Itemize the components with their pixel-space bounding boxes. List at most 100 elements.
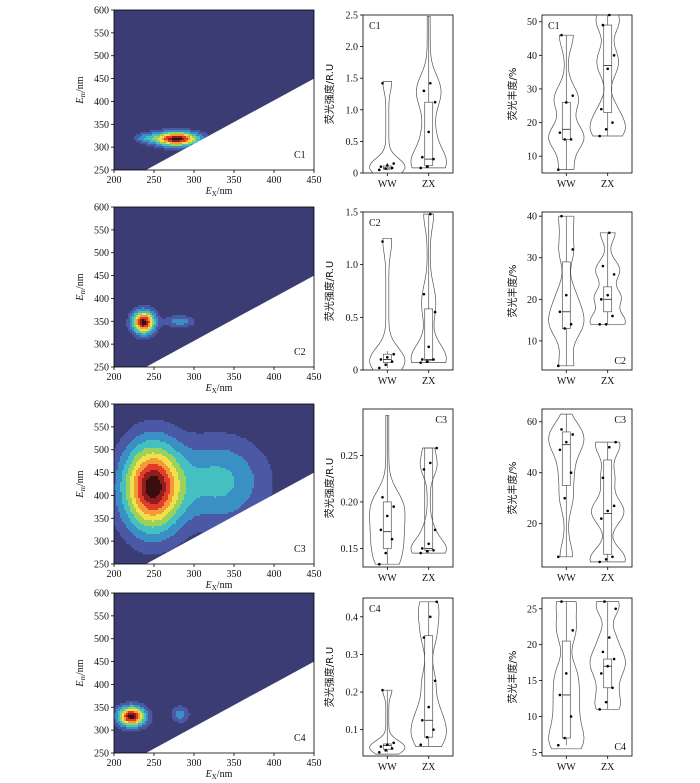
eem-contour-cell xyxy=(180,130,183,133)
eem-contour-cell xyxy=(168,436,171,439)
eem-contour-cell xyxy=(120,452,123,455)
eem-contour-cell xyxy=(180,442,183,445)
eem-contour-cell xyxy=(178,482,181,485)
eem-contour-cell xyxy=(148,488,151,491)
eem-contour-cell xyxy=(154,333,157,336)
eem-contour-cell xyxy=(168,536,171,539)
eem-contour-cell xyxy=(226,444,229,447)
eem-contour-cell xyxy=(150,486,153,489)
eem-contour-cell xyxy=(144,142,147,145)
eem-contour-cell xyxy=(148,492,151,495)
eem-contour-cell xyxy=(130,474,133,477)
eem-contour-cell xyxy=(158,321,161,324)
eem-contour-cell xyxy=(124,480,127,483)
eem-contour-cell xyxy=(182,468,185,471)
eem-contour-cell xyxy=(168,524,171,527)
eem-contour-cell xyxy=(162,422,165,425)
eem-contour-cell xyxy=(260,456,263,459)
eem-contour-cell xyxy=(208,462,211,465)
eem-contour-cell xyxy=(180,476,183,479)
eem-contour-cell xyxy=(194,452,197,455)
eem-contour-cell xyxy=(206,522,209,525)
eem-contour-cell xyxy=(200,454,203,457)
eem-contour-cell xyxy=(208,458,211,461)
eem-contour-cell xyxy=(224,480,227,483)
eem-contour-cell xyxy=(184,504,187,507)
eem-contour-cell xyxy=(188,512,191,515)
eem-contour-cell xyxy=(244,460,247,463)
eem-contour-cell xyxy=(162,524,165,527)
eem-contour-cell xyxy=(136,335,139,338)
eem-contour-cell xyxy=(166,464,169,467)
eem-contour-cell xyxy=(218,486,221,489)
eem-contour-cell xyxy=(200,494,203,497)
eem-contour-cell xyxy=(268,494,271,497)
eem-contour-cell xyxy=(184,464,187,467)
eem-contour-cell xyxy=(154,321,157,324)
eem-contour-cell xyxy=(220,514,223,517)
eem-contour-cell xyxy=(140,486,143,489)
eem-contour-cell xyxy=(234,452,237,455)
intensity-y-axis-label: 荧光强度/R.U xyxy=(323,64,336,124)
eem-contour-cell xyxy=(196,474,199,477)
eem-contour-cell xyxy=(252,476,255,479)
eem-contour-cell xyxy=(220,494,223,497)
eem-contour-cell xyxy=(226,458,229,461)
eem-contour-cell xyxy=(214,478,217,481)
eem-contour-cell xyxy=(188,466,191,469)
eem-contour-cell xyxy=(160,420,163,423)
eem-contour-cell xyxy=(166,136,169,139)
eem-contour-cell xyxy=(138,323,141,326)
eem-contour-cell xyxy=(212,436,215,439)
eem-contour-cell xyxy=(188,464,191,467)
eem-contour-cell xyxy=(260,476,263,479)
eem-contour-cell xyxy=(190,494,193,497)
eem-contour-cell xyxy=(148,520,151,523)
eem-contour-cell xyxy=(148,476,151,479)
eem-contour-cell xyxy=(180,478,183,481)
eem-contour-cell xyxy=(212,454,215,457)
eem-contour-cell xyxy=(126,540,129,543)
eem-contour-cell xyxy=(162,526,165,529)
eem-contour-cell xyxy=(158,498,161,501)
eem-contour-cell xyxy=(176,524,179,527)
eem-contour-cell xyxy=(162,438,165,441)
eem-contour-cell xyxy=(182,522,185,525)
eem-contour-cell xyxy=(246,498,249,501)
eem-contour-cell xyxy=(234,510,237,513)
eem-contour-cell xyxy=(186,516,189,519)
eem-contour-cell xyxy=(204,472,207,475)
eem-contour-cell xyxy=(144,456,147,459)
eem-contour-cell xyxy=(158,506,161,509)
eem-contour-cell xyxy=(192,460,195,463)
eem-contour-cell xyxy=(238,460,241,463)
eem-contour-cell xyxy=(162,436,165,439)
eem-contour-cell xyxy=(172,482,175,485)
eem-contour-cell xyxy=(138,134,141,137)
eem-contour-cell xyxy=(118,442,121,445)
eem-contour-cell xyxy=(138,504,141,507)
eem-contour-cell xyxy=(182,472,185,475)
eem-contour-cell xyxy=(148,434,151,437)
eem-contour-cell xyxy=(140,327,143,330)
eem-contour-cell xyxy=(150,508,153,511)
eem-contour-cell xyxy=(178,432,181,435)
eem-contour-cell xyxy=(128,440,131,443)
eem-contour-cell xyxy=(120,442,123,445)
eem-contour-cell xyxy=(128,498,131,501)
eem-contour-cell xyxy=(248,462,251,465)
eem-contour-cell xyxy=(168,506,171,509)
eem-contour-cell xyxy=(162,323,165,326)
eem-contour-cell xyxy=(176,500,179,503)
eem-contour-cell xyxy=(218,444,221,447)
eem-contour-cell xyxy=(124,496,127,499)
eem-contour-cell xyxy=(140,538,143,541)
eem-contour-cell xyxy=(128,319,131,322)
eem-contour-cell xyxy=(116,480,119,483)
eem-contour-cell xyxy=(138,474,141,477)
eem-contour-cell xyxy=(168,444,171,447)
eem-contour-cell xyxy=(210,474,213,477)
eem-contour-cell xyxy=(128,317,131,320)
eem-contour-cell xyxy=(118,530,121,533)
eem-contour-cell xyxy=(234,448,237,451)
